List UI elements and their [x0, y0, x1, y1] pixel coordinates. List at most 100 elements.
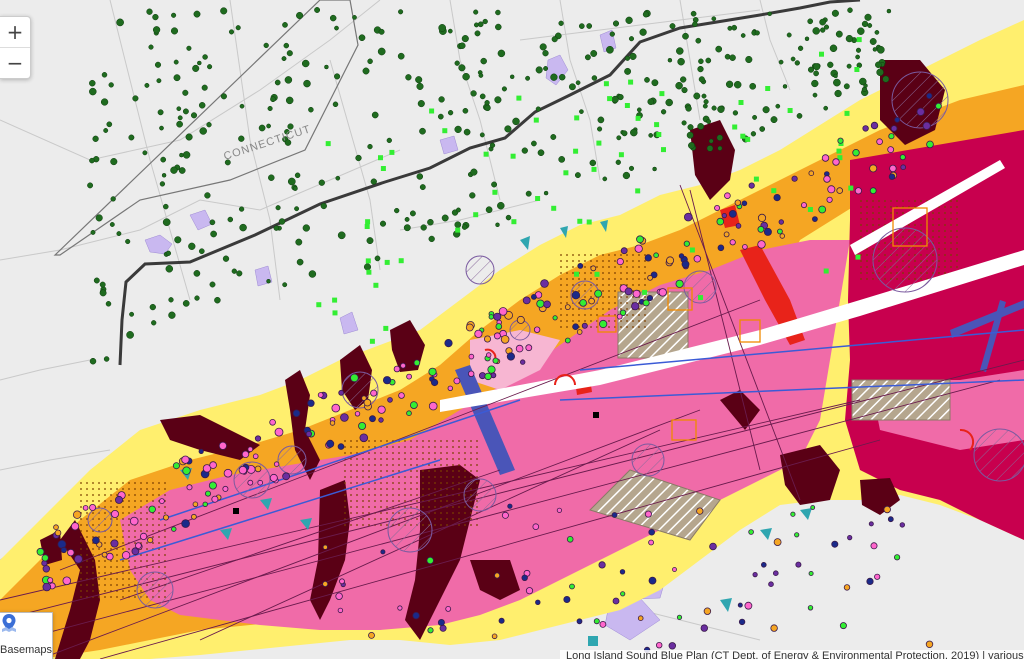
coastal-point	[495, 323, 503, 330]
green-point	[759, 126, 766, 132]
coastal-point	[778, 219, 784, 225]
green-point	[267, 105, 273, 112]
map-pin-icon	[2, 614, 16, 632]
bright-green-point	[455, 227, 461, 233]
green-point	[159, 181, 166, 187]
green-point	[89, 79, 96, 87]
green-point	[417, 100, 425, 108]
green-point	[263, 42, 269, 49]
green-point	[521, 147, 528, 154]
bright-green-point	[607, 96, 613, 102]
coastal-point	[703, 607, 712, 615]
green-point	[173, 74, 181, 82]
green-point	[302, 224, 310, 232]
green-point	[501, 86, 507, 92]
coastal-point	[900, 164, 906, 171]
coastal-point	[337, 443, 345, 450]
zoom-in-button[interactable]: +	[6, 20, 24, 44]
green-point	[706, 119, 712, 124]
coastal-point	[874, 573, 881, 580]
green-point	[478, 73, 484, 78]
green-point	[711, 105, 717, 111]
green-point	[156, 78, 162, 84]
green-point	[863, 83, 868, 88]
coastal-point	[305, 430, 312, 438]
green-point	[428, 235, 435, 243]
green-point	[685, 105, 692, 112]
green-point	[282, 282, 288, 288]
bright-green-point	[378, 155, 383, 161]
green-point	[687, 124, 694, 131]
bright-green-point	[398, 258, 404, 264]
green-point	[717, 145, 723, 151]
coastal-point	[653, 252, 659, 259]
bright-green-point	[823, 268, 829, 274]
coastal-point	[525, 344, 533, 352]
green-point	[621, 130, 628, 137]
green-point	[479, 93, 486, 100]
green-point	[622, 171, 631, 180]
coastal-point	[724, 192, 731, 200]
coastal-point	[760, 561, 767, 568]
bright-green-point	[659, 91, 665, 97]
coastal-point	[925, 640, 934, 648]
coastal-point	[181, 455, 190, 464]
green-point	[624, 55, 631, 61]
green-point	[409, 210, 416, 217]
coastal-point	[493, 332, 501, 340]
green-point	[294, 206, 300, 212]
coastal-point	[646, 294, 654, 302]
coastal-point	[322, 581, 329, 588]
green-point	[477, 21, 484, 28]
coastal-point	[832, 158, 840, 166]
green-point	[193, 270, 201, 277]
coastal-point	[717, 244, 725, 252]
green-point	[491, 181, 498, 188]
coastal-point	[192, 501, 199, 508]
coastal-point	[647, 274, 653, 281]
green-point	[642, 11, 649, 18]
green-point	[505, 214, 512, 221]
coastal-point	[247, 479, 254, 486]
coastal-point	[742, 244, 748, 250]
green-point	[100, 98, 109, 106]
coastal-point	[370, 389, 378, 397]
coastal-point	[714, 204, 721, 211]
green-point	[177, 115, 183, 121]
green-point	[198, 248, 205, 255]
coastal-point	[777, 228, 783, 235]
coastal-point	[795, 561, 802, 568]
bright-green-point	[745, 136, 751, 142]
bright-green-point	[365, 258, 371, 264]
coastal-point	[772, 570, 779, 576]
green-point	[419, 184, 426, 191]
green-point	[157, 109, 164, 116]
green-point	[859, 77, 867, 86]
green-point	[575, 80, 581, 86]
coastal-point	[521, 574, 528, 581]
basemaps-button[interactable]: Basemaps	[0, 612, 53, 659]
coastal-point	[241, 450, 250, 458]
green-point	[238, 206, 245, 212]
bright-green-point	[380, 166, 386, 171]
coastal-point	[723, 231, 730, 238]
bright-green-point	[332, 310, 338, 316]
coastal-point	[498, 617, 505, 624]
green-point	[629, 52, 637, 60]
coastal-point	[74, 554, 83, 564]
green-point	[278, 218, 286, 225]
green-point	[778, 59, 784, 65]
coastal-point	[208, 481, 217, 490]
coastal-point	[182, 466, 191, 475]
coastal-point	[700, 624, 708, 632]
green-point	[93, 277, 100, 284]
green-point	[597, 126, 603, 132]
green-point	[882, 75, 890, 83]
zoom-out-button[interactable]: −	[0, 47, 30, 78]
green-point	[525, 190, 532, 197]
green-point	[485, 206, 493, 214]
green-point	[268, 174, 275, 181]
green-point	[194, 295, 200, 301]
green-point	[159, 125, 164, 131]
